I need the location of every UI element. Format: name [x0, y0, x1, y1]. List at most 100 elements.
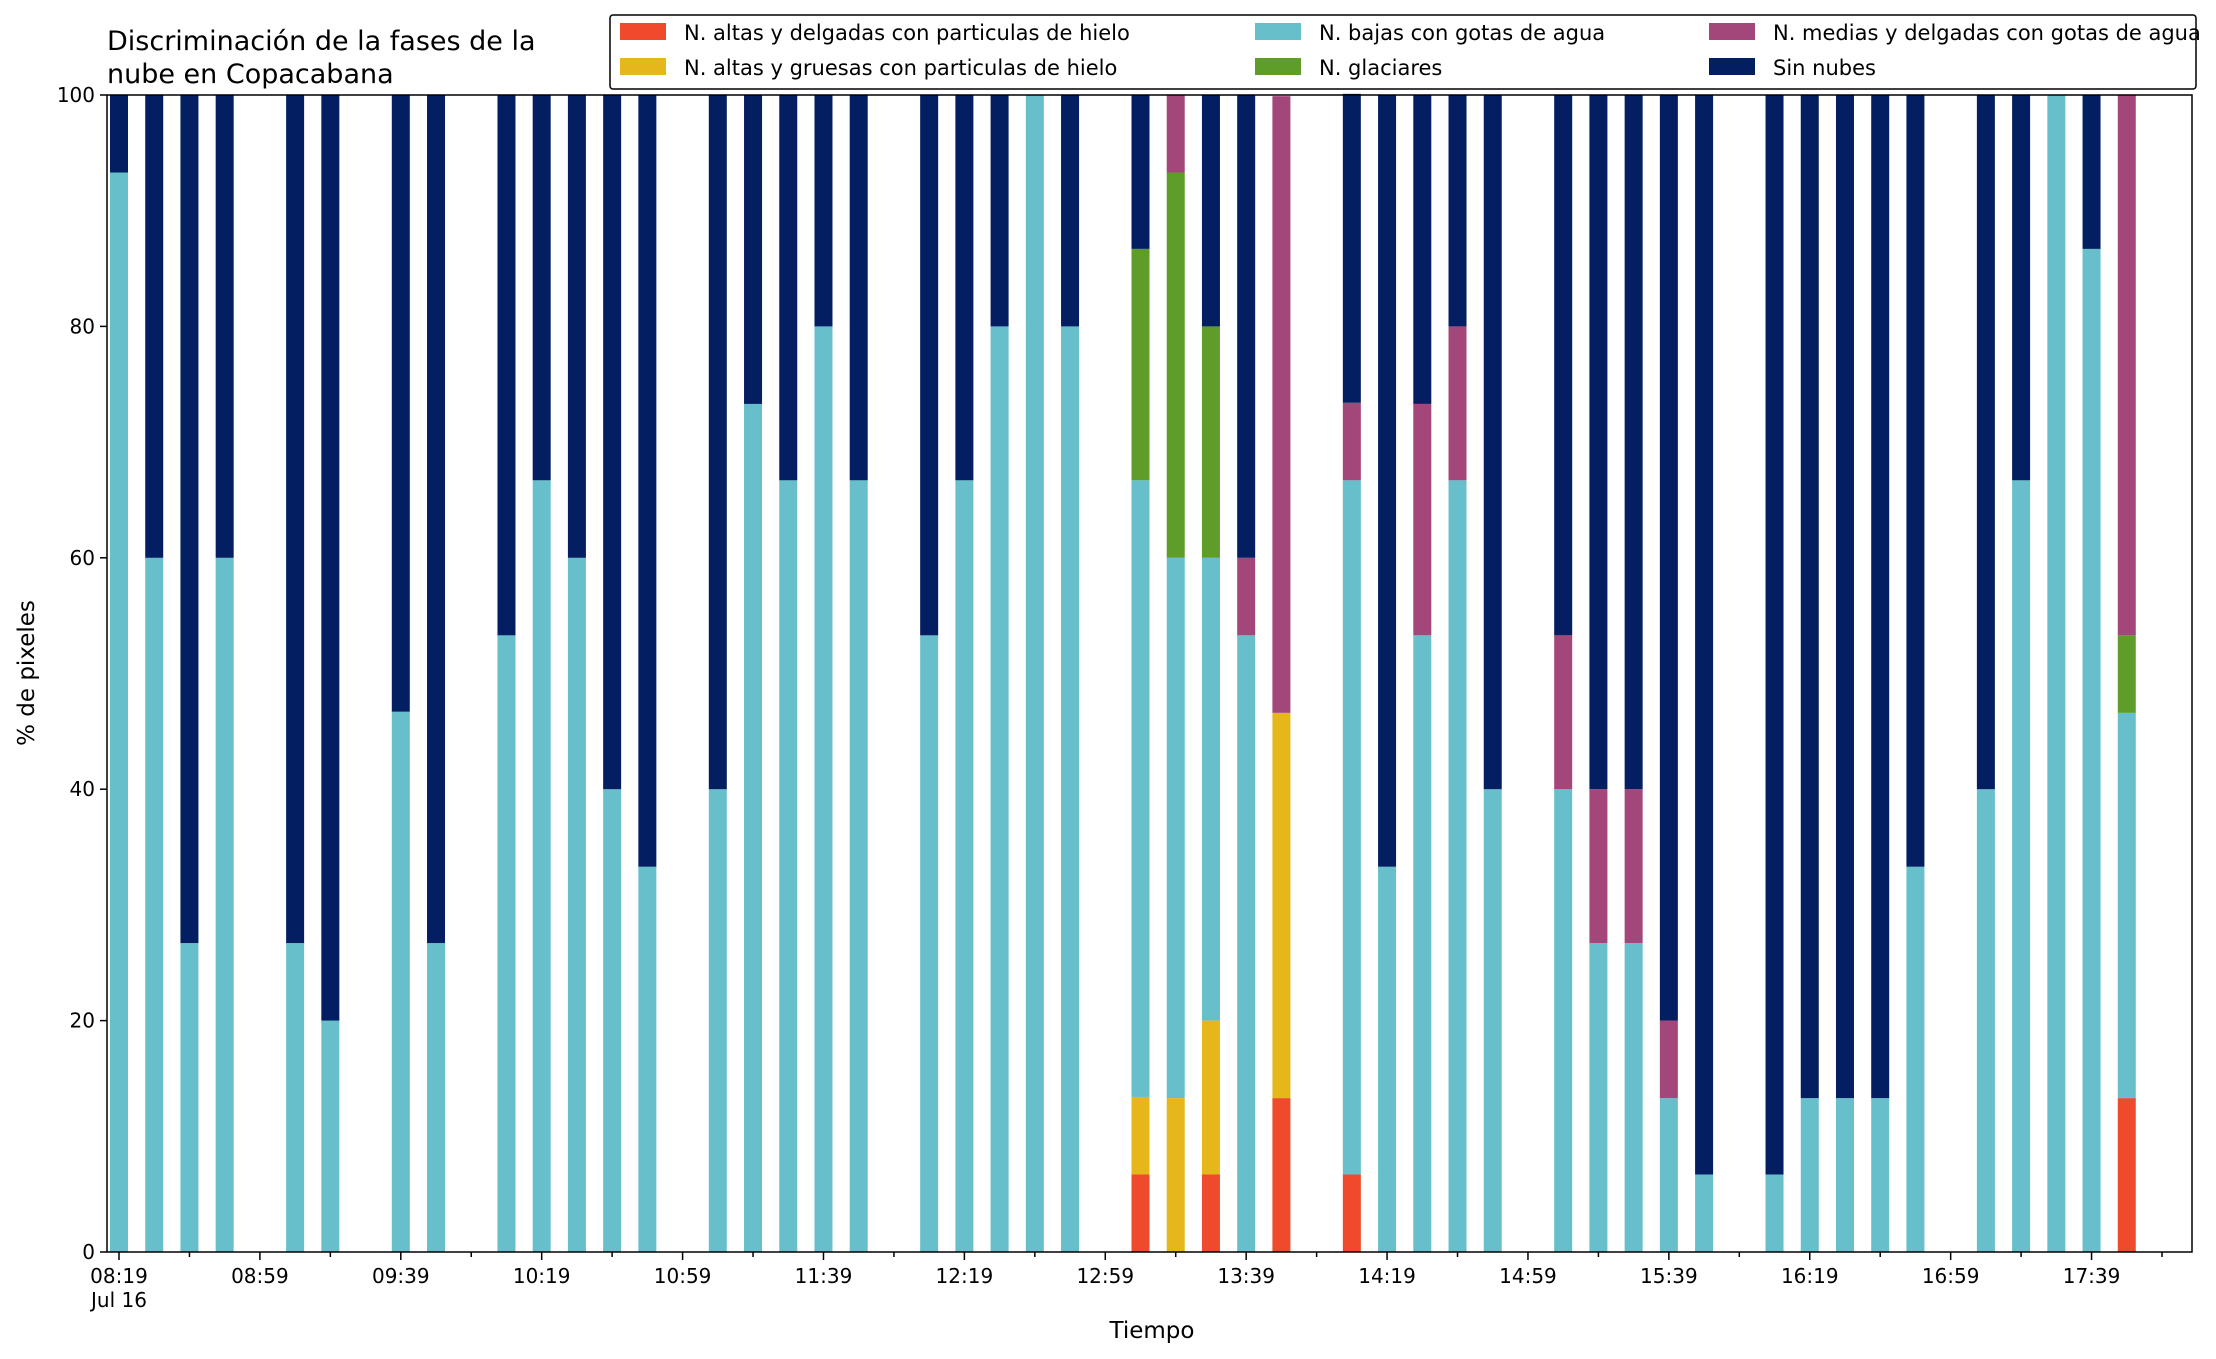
- bar-1439-n-medias-y-delgadas-con-gotas-de-agua: [1448, 326, 1467, 481]
- bar-1249-sin-nubes: [1061, 95, 1080, 327]
- bar-1519-sin-nubes: [1589, 95, 1608, 790]
- bar-1339-n-bajas-con-gotas-de-agua: [1237, 635, 1256, 1252]
- legend-swatch-n-altas-y-delgadas-con-particulas-de-hielo: [620, 23, 666, 40]
- legend: N. altas y delgadas con particulas de hi…: [609, 14, 2201, 90]
- legend-swatch-n-medias-y-delgadas-con-gotas-de-agua: [1709, 23, 1755, 40]
- bar-1749-n-medias-y-delgadas-con-gotas-de-agua: [2117, 95, 2136, 636]
- bar-1029-sin-nubes: [567, 95, 586, 558]
- legend-swatch-n-altas-y-gruesas-con-particulas-de-hielo: [620, 58, 666, 75]
- legend-label-n-altas-y-gruesas-con-particulas-de-hielo: N. altas y gruesas con particulas de hie…: [684, 56, 1117, 80]
- bar-1239-n-bajas-con-gotas-de-agua: [1025, 95, 1044, 1252]
- bar-1019-sin-nubes: [532, 95, 551, 481]
- bar-1439-n-bajas-con-gotas-de-agua: [1448, 480, 1467, 1252]
- bar-1449-n-bajas-con-gotas-de-agua: [1483, 789, 1502, 1252]
- chart-title-line-2: nube en Copacabana: [107, 59, 394, 90]
- bar-1529-sin-nubes: [1624, 95, 1643, 790]
- bar-1019-n-bajas-con-gotas-de-agua: [532, 480, 551, 1252]
- bar-1339-n-medias-y-delgadas-con-gotas-de-agua: [1237, 557, 1256, 636]
- legend-label-n-bajas-con-gotas-de-agua: N. bajas con gotas de agua: [1319, 21, 1605, 45]
- bar-1329-n-bajas-con-gotas-de-agua: [1201, 557, 1220, 1021]
- bar-1009-sin-nubes: [497, 95, 516, 636]
- y-tick-label: 20: [70, 1009, 95, 1033]
- bar-1229-sin-nubes: [990, 95, 1009, 327]
- x-tick-label: 10:59: [654, 1264, 712, 1288]
- bar-0849-n-bajas-con-gotas-de-agua: [215, 557, 234, 1252]
- bar-0919-n-bajas-con-gotas-de-agua: [321, 1020, 340, 1252]
- bar-1639-n-bajas-con-gotas-de-agua: [1871, 1098, 1890, 1252]
- bar-0849-sin-nubes: [215, 95, 234, 558]
- bar-1609-n-bajas-con-gotas-de-agua: [1765, 1174, 1784, 1252]
- y-tick-label: 80: [70, 314, 95, 338]
- bar-1509-n-medias-y-delgadas-con-gotas-de-agua: [1554, 635, 1573, 790]
- legend-label-n-altas-y-delgadas-con-particulas-de-hielo: N. altas y delgadas con particulas de hi…: [684, 21, 1130, 45]
- bar-1409-n-bajas-con-gotas-de-agua: [1342, 480, 1361, 1175]
- chart-title-line-1: Discriminación de la fases de la: [107, 26, 536, 57]
- bar-0949-sin-nubes: [427, 95, 446, 944]
- y-tick-label: 0: [82, 1240, 95, 1264]
- bar-1519-n-bajas-con-gotas-de-agua: [1589, 943, 1608, 1252]
- bar-1549-sin-nubes: [1695, 95, 1714, 1175]
- legend-label-n-glaciares: N. glaciares: [1319, 56, 1442, 80]
- bar-1409-sin-nubes: [1342, 93, 1361, 403]
- bar-1739-n-bajas-con-gotas-de-agua: [2082, 248, 2101, 1252]
- bar-1749-n-bajas-con-gotas-de-agua: [2117, 712, 2136, 1099]
- bar-1219-n-bajas-con-gotas-de-agua: [955, 480, 974, 1252]
- y-tick-label: 100: [57, 83, 95, 107]
- bar-1409-n-medias-y-delgadas-con-gotas-de-agua: [1342, 402, 1361, 481]
- bar-1309-sin-nubes: [1131, 95, 1150, 249]
- bar-0819-sin-nubes: [110, 95, 128, 173]
- bar-1539-n-bajas-con-gotas-de-agua: [1659, 1098, 1678, 1252]
- legend-swatch-n-bajas-con-gotas-de-agua: [1255, 23, 1301, 40]
- bar-1209-sin-nubes: [920, 95, 939, 636]
- bar-1719-n-bajas-con-gotas-de-agua: [2012, 480, 2031, 1252]
- bar-1039-sin-nubes: [603, 95, 622, 790]
- bar-1329-n-altas-y-gruesas-con-particulas-de-hielo: [1201, 1020, 1220, 1175]
- bar-1309-n-glaciares: [1131, 248, 1150, 481]
- bar-1749-n-altas-y-delgadas-con-particulas-de-hielo: [2117, 1098, 2136, 1252]
- bar-1619-sin-nubes: [1800, 95, 1819, 1099]
- x-tick-label: 14:59: [1499, 1264, 1557, 1288]
- bar-1129-n-bajas-con-gotas-de-agua: [779, 480, 798, 1252]
- legend-label-sin-nubes: Sin nubes: [1773, 56, 1876, 80]
- bar-1049-n-bajas-con-gotas-de-agua: [638, 866, 657, 1252]
- x-axis-label: Tiempo: [1109, 1318, 1195, 1344]
- legend-swatch-n-glaciares: [1255, 58, 1301, 75]
- legend-swatch-sin-nubes: [1709, 58, 1755, 75]
- bar-1149-sin-nubes: [849, 95, 868, 481]
- bar-1339-sin-nubes: [1237, 95, 1256, 558]
- bar-1709-n-bajas-con-gotas-de-agua: [1976, 789, 1995, 1252]
- bar-1109-sin-nubes: [708, 95, 727, 790]
- bar-1539-n-medias-y-delgadas-con-gotas-de-agua: [1659, 1020, 1678, 1099]
- bar-0839-sin-nubes: [180, 95, 199, 944]
- bar-1249-n-bajas-con-gotas-de-agua: [1061, 326, 1080, 1252]
- bar-1729-n-bajas-con-gotas-de-agua: [2047, 95, 2066, 1252]
- bar-1439-sin-nubes: [1448, 95, 1467, 327]
- bar-1349-n-altas-y-delgadas-con-particulas-de-hielo: [1272, 1098, 1291, 1252]
- bar-1619-n-bajas-con-gotas-de-agua: [1800, 1098, 1819, 1252]
- bar-1129-sin-nubes: [779, 95, 798, 481]
- bar-1509-sin-nubes: [1554, 95, 1573, 636]
- x-tick-label: 13:39: [1217, 1264, 1275, 1288]
- bar-1449-sin-nubes: [1483, 95, 1502, 790]
- bar-1329-n-altas-y-delgadas-con-particulas-de-hielo: [1201, 1174, 1220, 1252]
- bar-0909-sin-nubes: [286, 95, 305, 944]
- bar-0829-n-bajas-con-gotas-de-agua: [145, 557, 164, 1252]
- bar-1419-sin-nubes: [1378, 95, 1397, 867]
- bar-1649-sin-nubes: [1906, 95, 1925, 867]
- legend-label-n-medias-y-delgadas-con-gotas-de-agua: N. medias y delgadas con gotas de agua: [1773, 21, 2201, 45]
- legend-frame: [609, 14, 2197, 90]
- bar-1329-n-glaciares: [1201, 326, 1220, 558]
- bar-0949-n-bajas-con-gotas-de-agua: [427, 943, 446, 1252]
- bar-1629-sin-nubes: [1835, 95, 1854, 1099]
- bar-1649-n-bajas-con-gotas-de-agua: [1906, 866, 1925, 1252]
- bar-1509-n-bajas-con-gotas-de-agua: [1554, 789, 1573, 1252]
- bar-1739-sin-nubes: [2082, 95, 2101, 249]
- bar-1549-n-bajas-con-gotas-de-agua: [1695, 1174, 1714, 1252]
- bar-1039-n-bajas-con-gotas-de-agua: [603, 789, 622, 1252]
- x-tick-label: 11:39: [795, 1264, 853, 1288]
- bar-1309-n-bajas-con-gotas-de-agua: [1131, 480, 1150, 1097]
- bar-1309-n-altas-y-delgadas-con-particulas-de-hielo: [1131, 1174, 1150, 1252]
